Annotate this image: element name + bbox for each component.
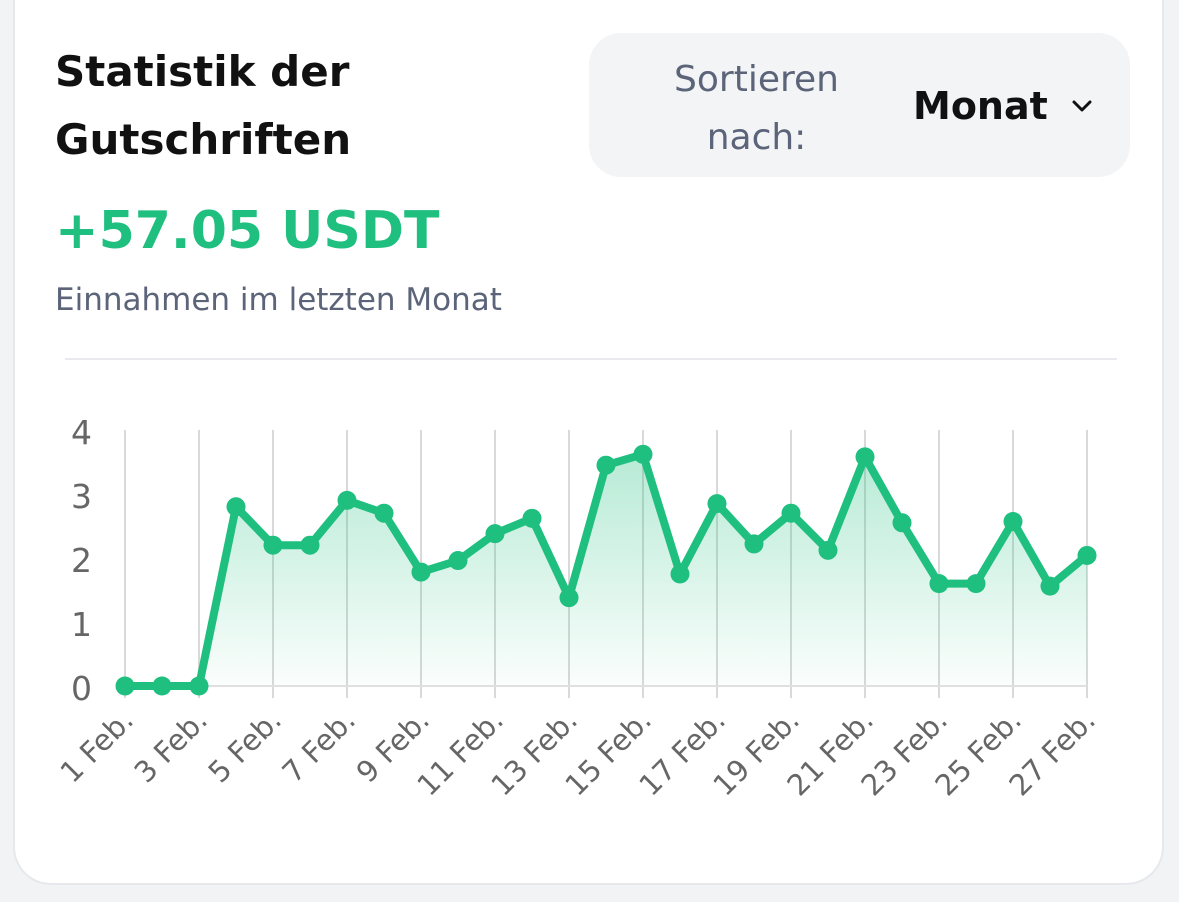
data-point	[596, 455, 616, 475]
earnings-stats-card: Statistik der Gutschriften Sortieren nac…	[13, 0, 1164, 885]
data-point	[744, 534, 764, 554]
chevron-down-icon	[1072, 100, 1092, 112]
x-tick-label: 5 Feb.	[202, 703, 288, 789]
data-point	[559, 588, 579, 608]
data-point	[1003, 512, 1023, 532]
divider	[65, 358, 1117, 360]
x-tick-label: 3 Feb.	[128, 703, 214, 789]
y-tick-label: 0	[71, 669, 92, 708]
data-point	[966, 574, 986, 594]
data-point	[448, 551, 468, 571]
data-point	[226, 497, 246, 517]
y-tick-label: 1	[71, 605, 92, 644]
data-point	[411, 562, 431, 582]
sort-selected-value: Monat	[913, 84, 1048, 128]
data-point	[855, 447, 875, 467]
earnings-amount: +57.05 USDT	[55, 201, 440, 261]
data-point	[670, 564, 690, 584]
sort-dropdown[interactable]: Sortieren nach: Monat	[589, 33, 1130, 177]
data-point	[189, 676, 209, 696]
earnings-subtitle: Einnahmen im letzten Monat	[55, 282, 502, 318]
data-point	[1040, 576, 1060, 596]
data-point	[522, 508, 542, 528]
data-point	[263, 535, 283, 555]
data-point	[337, 490, 357, 510]
data-point	[892, 513, 912, 533]
data-point	[781, 503, 801, 523]
data-point	[929, 574, 949, 594]
data-point	[707, 494, 727, 514]
x-tick-label: 1 Feb.	[54, 703, 140, 789]
x-tick-label: 7 Feb.	[276, 703, 362, 789]
data-point	[633, 444, 653, 464]
data-point	[152, 676, 172, 696]
data-point	[115, 676, 135, 696]
data-point	[300, 535, 320, 555]
data-point	[1077, 545, 1097, 565]
chart-points	[115, 444, 1097, 696]
data-point	[485, 524, 505, 544]
y-tick-label: 4	[71, 413, 92, 452]
data-point	[374, 503, 394, 523]
card-title: Statistik der Gutschriften	[55, 47, 352, 164]
sort-label: Sortieren nach:	[674, 59, 839, 158]
y-tick-label: 3	[71, 477, 92, 516]
chart-area-layer	[125, 454, 1087, 686]
series-area-fill	[125, 454, 1087, 686]
data-point	[818, 540, 838, 560]
y-tick-label: 2	[71, 541, 92, 580]
